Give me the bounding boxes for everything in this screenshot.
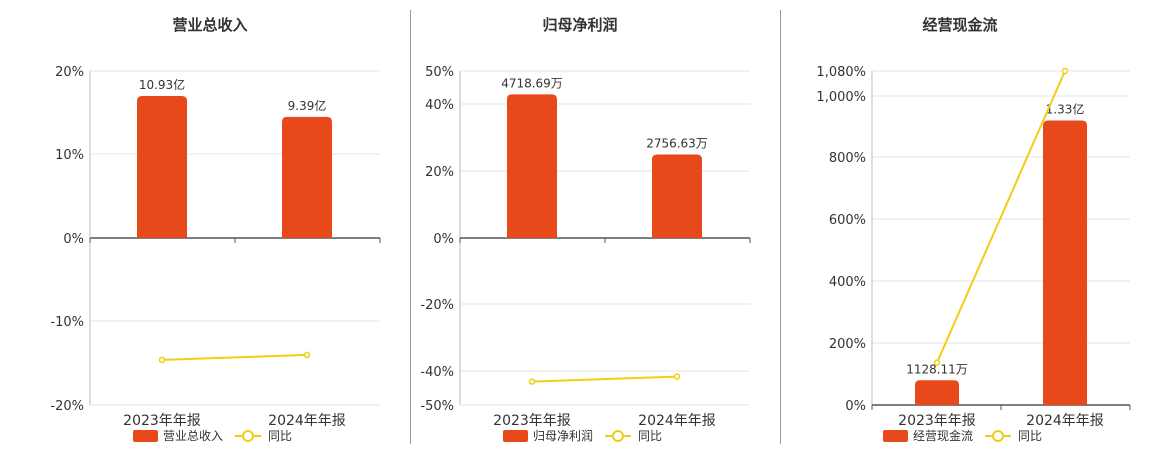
legend-bar-label: 归母净利润 — [533, 429, 593, 443]
yoy-point — [933, 359, 941, 366]
yoy-point — [1061, 67, 1069, 75]
y-tick-label: 400% — [829, 275, 866, 290]
legend-bar-swatch — [883, 430, 908, 442]
legend-line-label: 同比 — [268, 429, 292, 443]
bar-value-label: 10.93亿 — [139, 77, 185, 92]
legend-bar-label: 经营现金流 — [913, 428, 973, 443]
chart-title: 营业总收入 — [172, 16, 247, 34]
bar-value-label: 2756.63万 — [646, 137, 708, 151]
bar-value-label: 4718.69万 — [501, 76, 563, 90]
y-tick-label: 200% — [829, 337, 866, 352]
bar — [282, 116, 332, 238]
yoy-line — [161, 353, 308, 361]
yoy-point — [158, 356, 166, 364]
bar — [652, 154, 702, 238]
y-tick-label: 1,080% — [816, 65, 866, 80]
cash-flow-chart: 经营现金流 1,080% 1,000% 800% 600% 400% 200% 0% 1128.… — [816, 16, 1131, 443]
legend-line-marker — [612, 430, 624, 442]
bar-value-label: 1.33亿 — [1046, 101, 1085, 116]
y-tick-label: 20% — [425, 165, 454, 180]
y-tick-label: -20% — [420, 298, 454, 313]
y-tick-label: 600% — [829, 213, 866, 228]
chart-title: 经营现金流 — [922, 16, 997, 34]
panel-divider-2 — [780, 10, 781, 444]
legend-bar-swatch — [133, 430, 158, 442]
legend-line-label: 同比 — [1018, 429, 1042, 443]
y-tick-label: 10% — [55, 148, 84, 163]
y-tick-label: 0% — [845, 399, 866, 414]
legend-line-marker — [992, 430, 1004, 442]
y-tick-label: -10% — [50, 315, 84, 330]
y-tick-label: -20% — [50, 399, 84, 414]
y-tick-label: -50% — [420, 399, 454, 414]
legend-line-marker — [242, 430, 254, 442]
x-tick-label: 2024年年报 — [1026, 413, 1104, 429]
panel-divider-1 — [410, 10, 411, 444]
x-tick-label: 2023年年报 — [493, 413, 571, 429]
x-tick-label: 2023年年报 — [123, 413, 201, 429]
x-tick-label: 2023年年报 — [898, 413, 976, 429]
y-tick-label: 50% — [425, 65, 454, 80]
bar — [137, 96, 187, 238]
legend-bar-label: 营业总收入 — [163, 429, 223, 443]
yoy-point — [303, 351, 311, 359]
x-tick-label: 2024年年报 — [638, 413, 716, 429]
legend-line-label: 同比 — [638, 429, 662, 443]
x-tick-label: 2024年年报 — [268, 413, 346, 429]
net-profit-chart: 归母净利润 50% 40% 20% 0% -20% -40% -50% 4718.69万 2756… — [420, 16, 751, 443]
revenue-chart: 营业总收入 20% 10% 0% -10% -20% 10.93亿 9.39亿 2023年年报 2… — [50, 16, 381, 443]
yoy-point — [673, 373, 681, 380]
bar-value-label: 1128.11万 — [906, 362, 968, 376]
bar-value-label: 9.39亿 — [288, 98, 327, 113]
y-tick-label: 1,000% — [816, 90, 866, 105]
y-tick-label: 0% — [63, 232, 84, 247]
yoy-line — [936, 70, 1066, 364]
bar — [1043, 120, 1087, 406]
yoy-point — [528, 378, 536, 385]
chart-title: 归母净利润 — [542, 16, 617, 34]
y-tick-label: -40% — [420, 365, 454, 380]
bar — [915, 380, 959, 405]
y-tick-label: 800% — [829, 151, 866, 166]
bar — [507, 94, 557, 238]
yoy-line — [531, 375, 678, 383]
y-tick-label: 40% — [425, 98, 454, 113]
y-tick-label: 20% — [55, 65, 84, 80]
legend-bar-swatch — [503, 430, 528, 442]
y-tick-label: 0% — [433, 232, 454, 247]
